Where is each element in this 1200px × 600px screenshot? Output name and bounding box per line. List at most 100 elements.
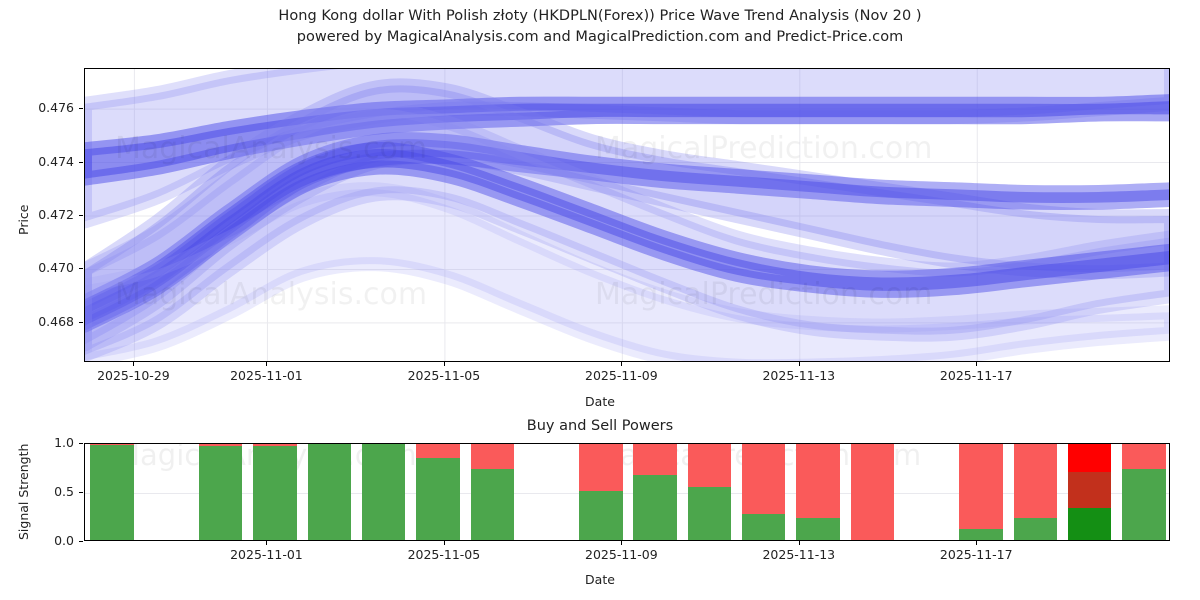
main-xtick-mark <box>621 362 623 366</box>
buy-power-segment <box>1067 507 1112 540</box>
buy-power-segment <box>579 491 623 540</box>
bars-ytick-label: 0.5 <box>54 484 74 499</box>
main-xtick-label: 2025-11-05 <box>407 368 481 383</box>
bars-xtick-mark <box>798 541 800 545</box>
sell-power-segment <box>1122 444 1166 470</box>
bars-xtick-label: 2025-11-09 <box>585 547 658 562</box>
signal-bar[interactable] <box>416 444 460 540</box>
sell-power-segment <box>470 444 514 470</box>
main-xtick-mark <box>976 362 978 366</box>
bars-chart-xlabel: Date <box>585 572 615 587</box>
sell-power-segment <box>850 444 895 540</box>
bars-xtick-label: 2025-11-05 <box>407 547 481 562</box>
sell-power-segment <box>579 444 623 491</box>
main-ytick-mark <box>79 215 83 216</box>
main-ytick-label: 0.474 <box>38 153 74 169</box>
signal-bar[interactable] <box>253 444 297 540</box>
signal-bar[interactable] <box>307 444 352 540</box>
main-chart-xlabel: Date <box>585 394 615 409</box>
buy-power-segment <box>742 513 786 540</box>
bars-gridline <box>85 493 1169 494</box>
bars-xtick-mark <box>621 541 623 545</box>
sell-power-segment <box>416 444 460 458</box>
signal-bar[interactable] <box>742 444 786 540</box>
title-line-2: powered by MagicalAnalysis.com and Magic… <box>296 29 904 45</box>
title-line-1: Hong Kong dollar With Polish złoty (HKDP… <box>278 8 922 24</box>
main-ytick-label: 0.472 <box>38 207 74 222</box>
main-ytick-mark <box>79 108 83 110</box>
buy-power-segment <box>361 444 406 540</box>
bars-chart-ylabel: Signal Strength <box>16 443 31 540</box>
bars-chart-title: Buy and Sell Powers <box>526 418 674 434</box>
bars-ytick-label: 1.0 <box>54 435 74 450</box>
bars-xtick-mark <box>266 541 268 545</box>
buy-power-segment <box>633 475 677 540</box>
wave-band-5 <box>85 142 1169 333</box>
buy-power-segment <box>959 529 1003 540</box>
main-xtick-label: 2025-11-17 <box>939 368 1013 383</box>
sell-power-segment <box>742 444 786 514</box>
signal-bar[interactable] <box>850 444 895 540</box>
signal-bar[interactable] <box>90 444 134 540</box>
main-xtick-label: 2025-11-01 <box>230 368 303 383</box>
bars-ytick-mark <box>79 541 83 542</box>
signal-bar[interactable] <box>361 444 406 540</box>
sell-power-segment <box>796 444 840 519</box>
bars-xtick-label: 2025-11-17 <box>939 547 1013 562</box>
buy-power-segment <box>199 445 243 540</box>
bars-ytick-label: 0.0 <box>54 533 74 548</box>
buy-power-segment <box>90 444 134 540</box>
sell-power-segment <box>1067 444 1112 472</box>
bars-xtick-mark <box>976 541 978 545</box>
signal-bar[interactable] <box>1013 444 1057 540</box>
signal-bar[interactable] <box>579 444 623 540</box>
sell-power-segment-mid <box>1067 471 1112 508</box>
main-ytick-label: 0.468 <box>38 313 74 329</box>
sell-power-segment <box>199 444 243 446</box>
sell-power-segment <box>90 444 134 445</box>
sell-power-segment <box>1013 444 1057 519</box>
main-xtick-mark <box>443 362 445 366</box>
signal-bar[interactable] <box>1122 444 1166 540</box>
signal-bar[interactable] <box>199 444 243 540</box>
buy-power-segment <box>416 457 460 540</box>
buy-power-segment <box>1122 469 1166 540</box>
main-ytick-mark <box>79 268 83 270</box>
main-ytick-label: 0.476 <box>38 100 74 116</box>
main-xtick-label: 2025-10-29 <box>97 368 170 383</box>
signal-bar[interactable] <box>796 444 840 540</box>
buy-power-segment <box>470 469 514 540</box>
main-ytick-mark <box>79 161 83 163</box>
main-xtick-mark <box>798 362 800 366</box>
bars-xtick-mark <box>443 541 445 545</box>
bars-xtick-label: 2025-11-01 <box>230 547 303 562</box>
main-xtick-label: 2025-11-09 <box>585 368 658 383</box>
bars-xtick-label: 2025-11-13 <box>762 547 836 562</box>
price-wave-plot: MagicalAnalysis.com MagicalPrediction.co… <box>84 68 1170 362</box>
bars-ytick-mark <box>79 443 83 444</box>
buy-power-segment <box>796 518 840 540</box>
sell-power-segment <box>633 444 677 476</box>
signal-bar[interactable] <box>959 444 1003 540</box>
sell-power-segment <box>959 444 1003 530</box>
page-title: Hong Kong dollar With Polish złoty (HKDP… <box>0 6 1200 48</box>
main-ytick-mark <box>79 321 83 323</box>
buy-power-segment <box>253 445 297 540</box>
bars-ytick-mark <box>79 492 83 493</box>
main-xtick-label: 2025-11-13 <box>762 368 836 383</box>
main-xtick-mark <box>266 362 268 366</box>
sell-power-segment <box>687 444 732 488</box>
main-ytick-label: 0.470 <box>38 260 74 276</box>
wave-band-1 <box>85 94 1169 186</box>
buy-power-segment <box>687 487 732 540</box>
signal-bar[interactable] <box>1067 444 1112 540</box>
buy-sell-powers-plot: MagicalAnalysis.com MagicalPrediction.co… <box>84 443 1170 541</box>
sell-power-segment <box>253 444 297 446</box>
signal-bar[interactable] <box>633 444 677 540</box>
signal-bar[interactable] <box>470 444 514 540</box>
main-xtick-mark <box>133 362 135 366</box>
buy-power-segment <box>307 444 352 540</box>
signal-bar[interactable] <box>687 444 732 540</box>
buy-power-segment <box>1013 518 1057 540</box>
